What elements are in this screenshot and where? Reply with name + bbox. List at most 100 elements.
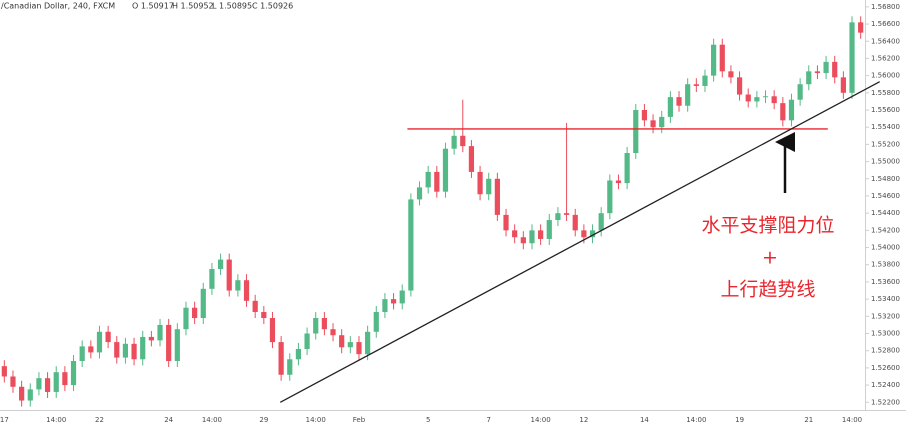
y-tick-label: 1.56600 — [871, 20, 900, 28]
candle-body — [373, 312, 379, 332]
candle-body — [529, 230, 535, 244]
candle-body — [451, 135, 457, 149]
candle-body — [321, 318, 327, 330]
y-tick-label: 1.53800 — [871, 261, 900, 269]
candle-body — [814, 71, 821, 74]
y-tick-label: 1.55600 — [871, 106, 900, 114]
candle-body — [442, 148, 449, 192]
candle-body — [598, 213, 604, 231]
candle-body — [287, 359, 293, 375]
candle-body — [615, 180, 622, 184]
candle-body — [269, 318, 276, 343]
y-tick-label: 1.52200 — [871, 398, 900, 406]
candle-body — [702, 75, 708, 86]
x-tick-label: 7 — [486, 416, 490, 424]
candle-body — [589, 230, 596, 238]
candle-body — [1, 366, 7, 377]
candle-body — [105, 331, 111, 343]
annotation: 上行趋势线 — [720, 279, 815, 301]
x-tick-label: 24 — [164, 416, 173, 424]
y-tick-label: 1.56200 — [871, 54, 900, 62]
candle-body — [131, 343, 137, 360]
candle-body — [382, 299, 388, 313]
candle-body — [278, 342, 284, 375]
candle-body — [555, 213, 561, 221]
candle-body — [806, 71, 812, 85]
candle-body — [858, 22, 864, 33]
candle-body — [572, 214, 578, 231]
y-tick-label: 1.54800 — [871, 175, 900, 183]
plot — [1, 16, 881, 407]
y-tick-label: 1.54600 — [871, 192, 900, 200]
y-tick-label: 1.52800 — [871, 347, 900, 355]
candle-body — [693, 84, 699, 86]
y-tick-label: 1.56800 — [871, 3, 900, 11]
candle-body — [330, 329, 336, 336]
y-tick-label: 1.53000 — [871, 330, 900, 338]
candle-body — [520, 237, 526, 244]
candle-body — [425, 171, 431, 188]
candle-body — [10, 376, 16, 387]
ohlc-high: H 1.50952 — [172, 2, 214, 11]
candle-body — [607, 180, 613, 214]
ohlc-open: O 1.50917 — [132, 2, 174, 11]
candle-body — [166, 324, 172, 362]
x-tick-label: 21 — [804, 416, 813, 424]
y-tick-label: 1.55000 — [871, 158, 900, 166]
candle-body — [365, 331, 371, 355]
candle-body — [512, 230, 518, 238]
candle-body — [313, 318, 319, 334]
candle-body — [667, 97, 673, 117]
candle-body — [122, 343, 129, 358]
x-tick-label: 17 — [0, 416, 9, 424]
candle-body — [235, 280, 241, 291]
candle-body — [27, 389, 33, 401]
candle-body — [728, 71, 734, 78]
candle-body — [503, 214, 509, 231]
y-tick-label: 1.53600 — [871, 278, 900, 286]
candle-body — [192, 307, 198, 319]
x-tick-label: 5 — [426, 416, 430, 424]
x-tick-label: 14:00 — [531, 416, 551, 424]
symbol-title: /Canadian Dollar, 240, FXCM — [1, 2, 115, 11]
x-tick-label: 14:00 — [686, 416, 706, 424]
candle-body — [44, 378, 51, 392]
candle-body — [460, 135, 466, 147]
candle-body — [416, 187, 423, 200]
candle-body — [650, 120, 656, 128]
candle-body — [53, 372, 59, 392]
candle-body — [243, 280, 250, 301]
candle-body — [434, 171, 440, 192]
y-tick-label: 1.54000 — [871, 244, 900, 252]
candle-body — [788, 99, 795, 121]
annotation: + — [762, 247, 778, 269]
candle-body — [114, 342, 120, 358]
y-tick-label: 1.54200 — [871, 226, 900, 234]
candle-body — [849, 22, 855, 93]
y-tick-label: 1.54400 — [871, 209, 900, 217]
candle-body — [356, 342, 362, 355]
x-tick-label: 14:00 — [306, 416, 326, 424]
candle-body — [477, 171, 483, 195]
candle-body — [563, 213, 570, 215]
candle-body — [676, 97, 682, 106]
x-tick-label: 19 — [735, 416, 744, 424]
candle-body — [19, 386, 25, 401]
x-tick-label: 14 — [640, 416, 649, 424]
annotation: 水平支撑阻力位 — [701, 215, 834, 237]
candle-body — [339, 335, 345, 348]
y-tick-label: 1.56000 — [871, 72, 900, 80]
candle-body — [140, 336, 146, 360]
candle-body — [494, 178, 500, 215]
ohlc-close: C 1.50926 — [252, 2, 293, 11]
candle-body — [624, 152, 630, 184]
candle-body — [538, 230, 544, 239]
candle-body — [304, 333, 310, 349]
x-tick-label: 14:00 — [202, 416, 222, 424]
x-tick-label: 12 — [579, 416, 588, 424]
x-tick-label: Feb — [353, 416, 366, 424]
candle-body — [295, 348, 302, 360]
candle-body — [157, 324, 163, 341]
